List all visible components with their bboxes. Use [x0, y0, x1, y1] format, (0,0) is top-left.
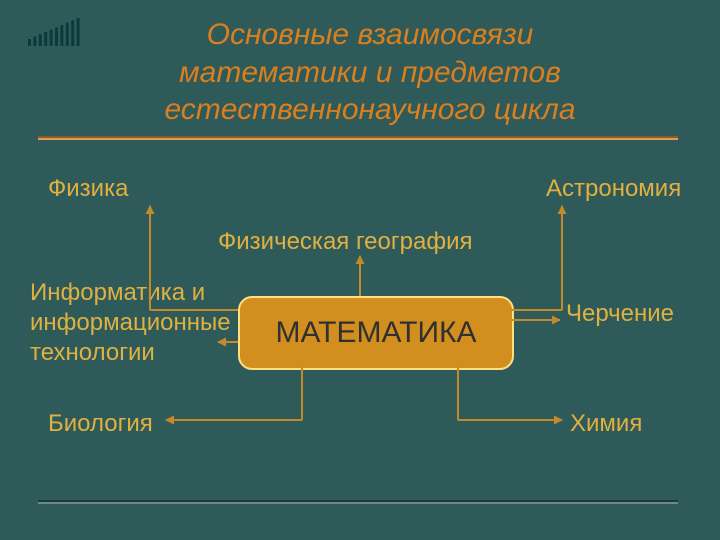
corner-accent-icon	[26, 18, 80, 46]
subject-chemistry: Химия	[570, 410, 642, 438]
title-underline	[38, 136, 678, 140]
accent-stripes-icon	[26, 18, 80, 46]
center-mathematics-box: МАТЕМАТИКА	[238, 296, 514, 370]
subject-physics: Физика	[48, 175, 128, 203]
subject-drawing: Черчение	[566, 300, 674, 328]
center-mathematics-label: МАТЕМАТИКА	[275, 316, 476, 350]
subject-geography: Физическая география	[218, 228, 472, 256]
footer-divider	[38, 500, 678, 504]
subject-informatics: Информатика и информационные технологии	[30, 278, 231, 368]
subject-astronomy: Астрономия	[546, 175, 681, 203]
slide-title: Основные взаимосвязи математики и предме…	[120, 16, 620, 129]
subject-biology: Биология	[48, 410, 153, 438]
